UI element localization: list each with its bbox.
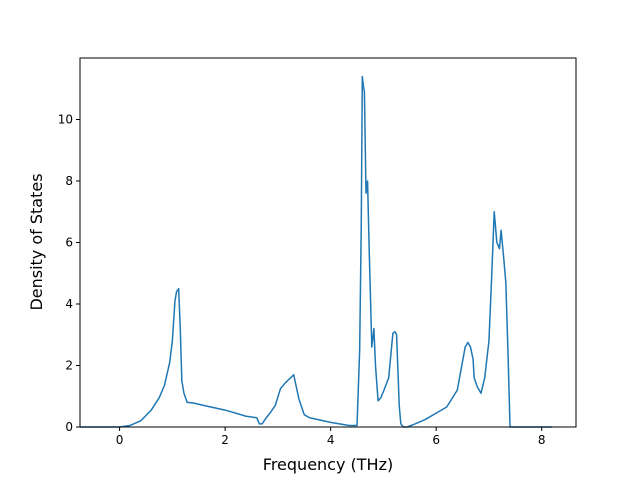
x-tick-label: 2	[221, 433, 229, 447]
plot-marks	[80, 75, 553, 428]
y-tick-label: 10	[58, 113, 73, 127]
y-tick-label: 2	[65, 359, 73, 373]
x-tick-label: 0	[116, 433, 124, 447]
x-axis-ticks: 0 2 4 6 8	[116, 427, 546, 447]
y-axis-ticks: 0 2 4 6 8 10	[58, 113, 80, 434]
dos-series-line	[80, 75, 553, 428]
x-tick-label: 4	[327, 433, 335, 447]
y-tick-label: 6	[65, 236, 73, 250]
y-tick-label: 8	[65, 174, 73, 188]
y-axis-label: Density of States	[27, 173, 46, 310]
x-tick-label: 8	[538, 433, 546, 447]
y-tick-label: 0	[65, 420, 73, 434]
x-tick-label: 6	[432, 433, 440, 447]
y-tick-label: 4	[65, 297, 73, 311]
x-axis-label: Frequency (THz)	[263, 455, 393, 474]
